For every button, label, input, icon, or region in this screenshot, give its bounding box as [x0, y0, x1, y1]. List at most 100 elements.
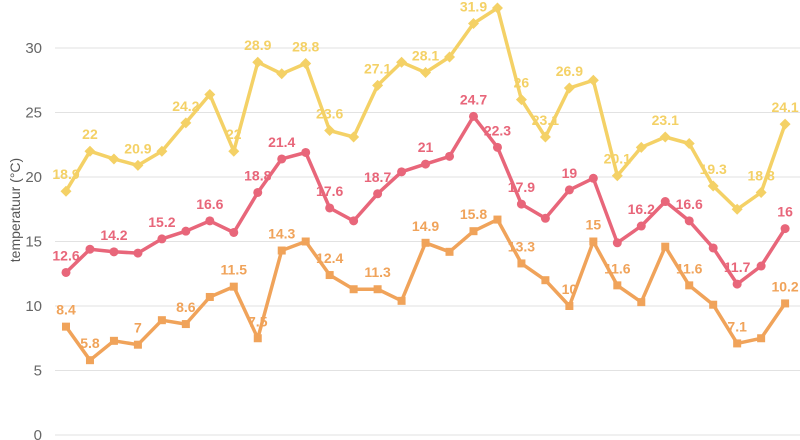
data-point	[277, 154, 287, 164]
data-point	[205, 216, 215, 226]
data-label: 8.4	[56, 302, 76, 318]
data-point	[635, 141, 647, 153]
data-point	[228, 145, 240, 157]
data-point	[373, 285, 382, 294]
data-label: 12.4	[316, 250, 343, 266]
data-label: 13.3	[508, 238, 535, 254]
data-label: 18.8	[748, 167, 775, 183]
y-axis-ticks: 0 5 10 15 20 25 30	[25, 40, 42, 440]
data-point	[660, 197, 670, 207]
data-label: 11.6	[676, 260, 703, 276]
data-point	[684, 216, 694, 226]
data-point	[420, 67, 432, 79]
y-tick-label: 0	[34, 427, 42, 440]
data-label: 14.3	[268, 226, 295, 242]
data-label: 7	[134, 320, 142, 336]
data-label: 12.6	[52, 247, 79, 263]
data-label: 23.1	[532, 112, 559, 128]
data-label: 22	[82, 126, 98, 142]
data-label: 16.6	[196, 196, 223, 212]
data-label: 18.7	[364, 169, 391, 185]
data-point	[373, 189, 383, 199]
data-label: 21.4	[268, 134, 295, 150]
data-label: 27.1	[364, 60, 391, 76]
data-point	[301, 237, 310, 246]
data-point	[587, 74, 599, 86]
y-tick-label: 5	[34, 363, 42, 380]
data-point	[181, 320, 190, 329]
data-point	[563, 82, 575, 94]
data-point	[445, 247, 454, 256]
data-point	[541, 276, 550, 285]
data-point	[180, 117, 192, 129]
series-2: 12.6 14.2 15.2 16.6 18.8 21.4 17.6 18.7 21 24.7 22…	[52, 91, 793, 289]
data-point	[62, 322, 70, 331]
data-point	[349, 285, 358, 294]
data-point	[709, 300, 718, 309]
data-point	[396, 56, 408, 68]
data-point	[781, 299, 790, 308]
data-point	[325, 271, 334, 280]
data-point	[757, 334, 766, 343]
data-label: 19	[562, 165, 578, 181]
data-label: 16.6	[676, 196, 703, 212]
data-point	[349, 216, 359, 226]
data-point	[539, 131, 551, 143]
y-tick-label: 15	[25, 234, 42, 251]
data-point	[755, 186, 767, 198]
data-label: 14.2	[100, 227, 127, 243]
data-label: 15.8	[460, 206, 487, 222]
data-label: 22	[226, 126, 242, 142]
data-point	[491, 2, 503, 14]
data-label: 26	[514, 75, 530, 91]
data-point	[612, 238, 622, 248]
data-point	[229, 282, 238, 291]
data-point	[85, 356, 94, 365]
data-label: 28.9	[244, 37, 271, 53]
data-point	[85, 244, 95, 254]
data-point	[253, 334, 262, 343]
data-point	[659, 131, 671, 143]
data-label: 20.9	[124, 140, 151, 156]
data-label: 17.9	[508, 179, 535, 195]
data-point	[61, 267, 71, 277]
data-point	[589, 237, 598, 246]
series-3: 8.4 5.8 7 8.6 11.5 7.5 14.3 12.4 11.3 14.9 15.8 13.…	[56, 206, 799, 365]
data-point	[204, 88, 216, 100]
data-point	[181, 226, 191, 236]
data-label: 16	[777, 204, 793, 220]
data-label: 15.2	[148, 214, 175, 230]
grid-lines	[55, 47, 800, 436]
data-label: 17.6	[316, 183, 343, 199]
data-point	[492, 142, 502, 152]
data-label: 5.8	[80, 335, 100, 351]
data-point	[60, 185, 72, 197]
data-point	[84, 145, 96, 157]
data-point	[157, 316, 166, 325]
data-label: 20.1	[604, 151, 631, 167]
data-label: 11.7	[724, 259, 751, 275]
data-label: 14.9	[412, 218, 439, 234]
data-point	[133, 340, 142, 349]
data-point	[276, 68, 288, 80]
data-point	[421, 159, 431, 169]
data-point	[779, 118, 791, 130]
data-point	[637, 298, 646, 307]
data-point	[565, 302, 574, 310]
y-tick-label: 10	[25, 298, 42, 315]
data-point	[252, 56, 264, 68]
data-label: 11.3	[364, 264, 391, 280]
data-label: 19.3	[700, 161, 727, 177]
data-point	[301, 147, 311, 157]
data-point	[444, 51, 456, 63]
data-point	[780, 224, 790, 234]
data-label: 15	[586, 217, 602, 233]
data-point	[253, 187, 263, 197]
data-label: 10.2	[771, 278, 798, 294]
data-point	[467, 17, 479, 29]
data-point	[156, 145, 168, 157]
data-label: 24.2	[172, 98, 199, 114]
data-label: 26.9	[556, 63, 583, 79]
data-point	[517, 259, 526, 268]
